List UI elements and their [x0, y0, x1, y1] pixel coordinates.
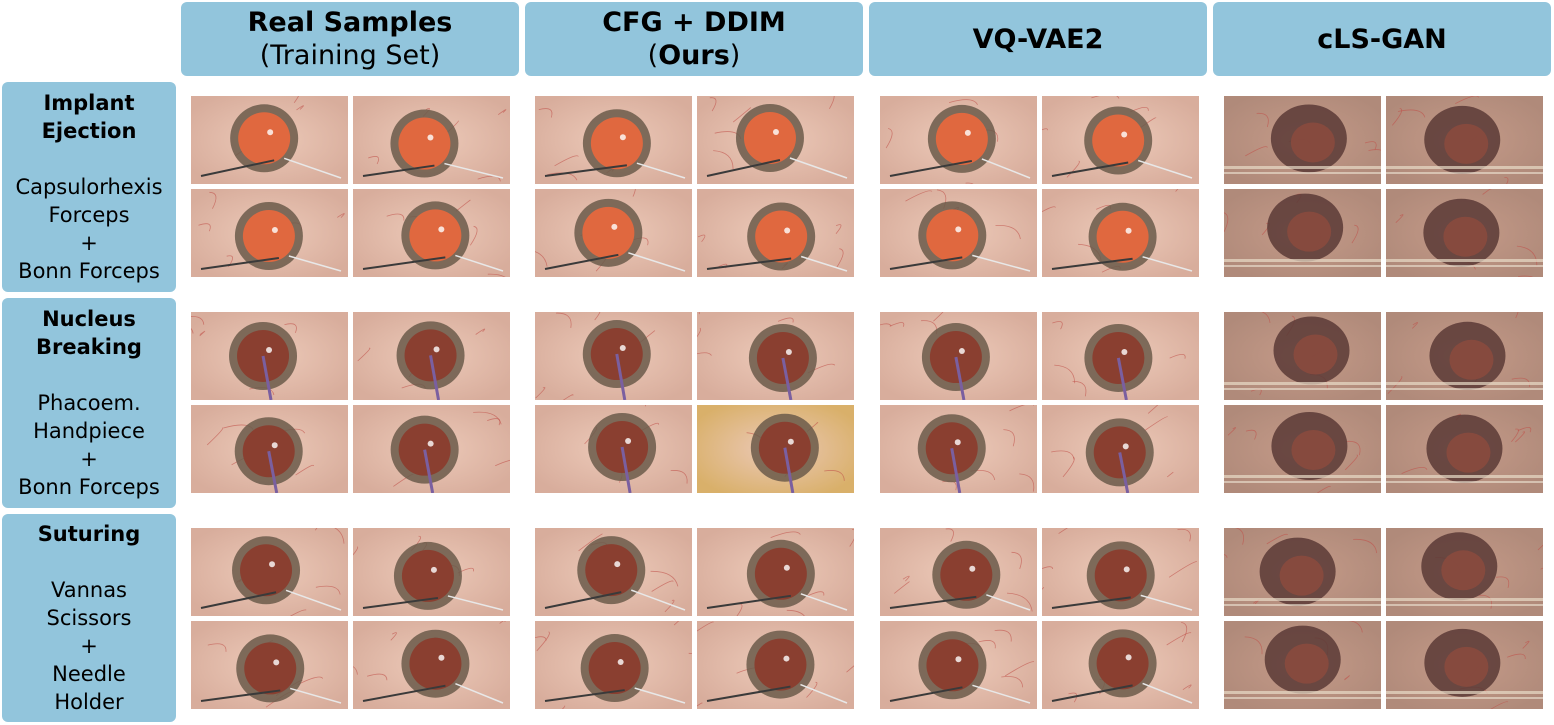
eye-surgery-frame	[880, 189, 1037, 277]
eye-surgery-frame	[1224, 528, 1381, 616]
column-title: VQ-VAE2	[972, 23, 1104, 55]
eye-surgery-frame	[191, 528, 348, 616]
eye-surgery-frame	[1042, 621, 1199, 709]
column-header-real-samples: Real Samples (Training Set)	[181, 2, 519, 76]
eye-surgery-frame	[1042, 528, 1199, 616]
eye-surgery-frame	[880, 405, 1037, 493]
column-header-cls-gan: cLS-GAN	[1213, 2, 1551, 76]
eye-surgery-frame	[1224, 405, 1381, 493]
eye-surgery-frame	[1042, 312, 1199, 400]
column-header-cfg-ddim: CFG + DDIM (Ours)	[525, 2, 863, 76]
eye-surgery-frame	[353, 312, 510, 400]
eye-surgery-frame	[535, 528, 692, 616]
column-title: CFG + DDIM	[602, 7, 786, 38]
eye-surgery-frame	[353, 621, 510, 709]
eye-surgery-frame	[353, 405, 510, 493]
eye-surgery-frame	[353, 96, 510, 184]
eye-surgery-frame	[697, 528, 854, 616]
eye-surgery-frame	[535, 312, 692, 400]
eye-surgery-frame	[880, 528, 1037, 616]
eye-surgery-frame	[1042, 405, 1199, 493]
eye-surgery-frame	[880, 96, 1037, 184]
column-subtitle: (Training Set)	[259, 40, 441, 71]
eye-surgery-frame	[1386, 405, 1543, 493]
eye-surgery-frame	[1042, 96, 1199, 184]
row-label-suturing: Suturing Vannas Scissors + Needle Holder	[2, 514, 176, 722]
eye-surgery-frame	[697, 312, 854, 400]
eye-surgery-frame	[353, 528, 510, 616]
row-label-nucleus-breaking: Nucleus Breaking Phacoem. Handpiece + Bo…	[2, 298, 176, 508]
eye-surgery-frame	[1224, 189, 1381, 277]
eye-surgery-frame	[191, 312, 348, 400]
eye-surgery-frame	[353, 189, 510, 277]
eye-surgery-frame	[535, 96, 692, 184]
column-header-vq-vae2: VQ-VAE2	[869, 2, 1207, 76]
eye-surgery-frame	[535, 189, 692, 277]
eye-surgery-frame	[1224, 621, 1381, 709]
eye-surgery-frame	[191, 405, 348, 493]
column-title: cLS-GAN	[1317, 23, 1447, 55]
eye-surgery-frame	[697, 96, 854, 184]
eye-surgery-frame	[1386, 528, 1543, 616]
eye-surgery-frame	[1224, 312, 1381, 400]
eye-surgery-frame	[1386, 312, 1543, 400]
column-subtitle: (Ours)	[647, 40, 741, 71]
eye-surgery-frame	[880, 312, 1037, 400]
column-title: Real Samples	[247, 7, 453, 38]
row-label-implant-ejection: Implant Ejection Capsulorhexis Forceps +…	[2, 82, 176, 292]
eye-surgery-frame	[535, 621, 692, 709]
eye-surgery-frame	[880, 621, 1037, 709]
eye-surgery-frame	[191, 189, 348, 277]
eye-surgery-frame	[1042, 189, 1199, 277]
eye-surgery-frame	[697, 621, 854, 709]
eye-surgery-frame	[1386, 621, 1543, 709]
eye-surgery-frame	[697, 189, 854, 277]
eye-surgery-frame	[1224, 96, 1381, 184]
eye-surgery-frame	[191, 621, 348, 709]
eye-surgery-frame	[697, 405, 854, 493]
eye-surgery-frame	[191, 96, 348, 184]
eye-surgery-frame	[1386, 96, 1543, 184]
eye-surgery-frame	[1386, 189, 1543, 277]
eye-surgery-frame	[535, 405, 692, 493]
